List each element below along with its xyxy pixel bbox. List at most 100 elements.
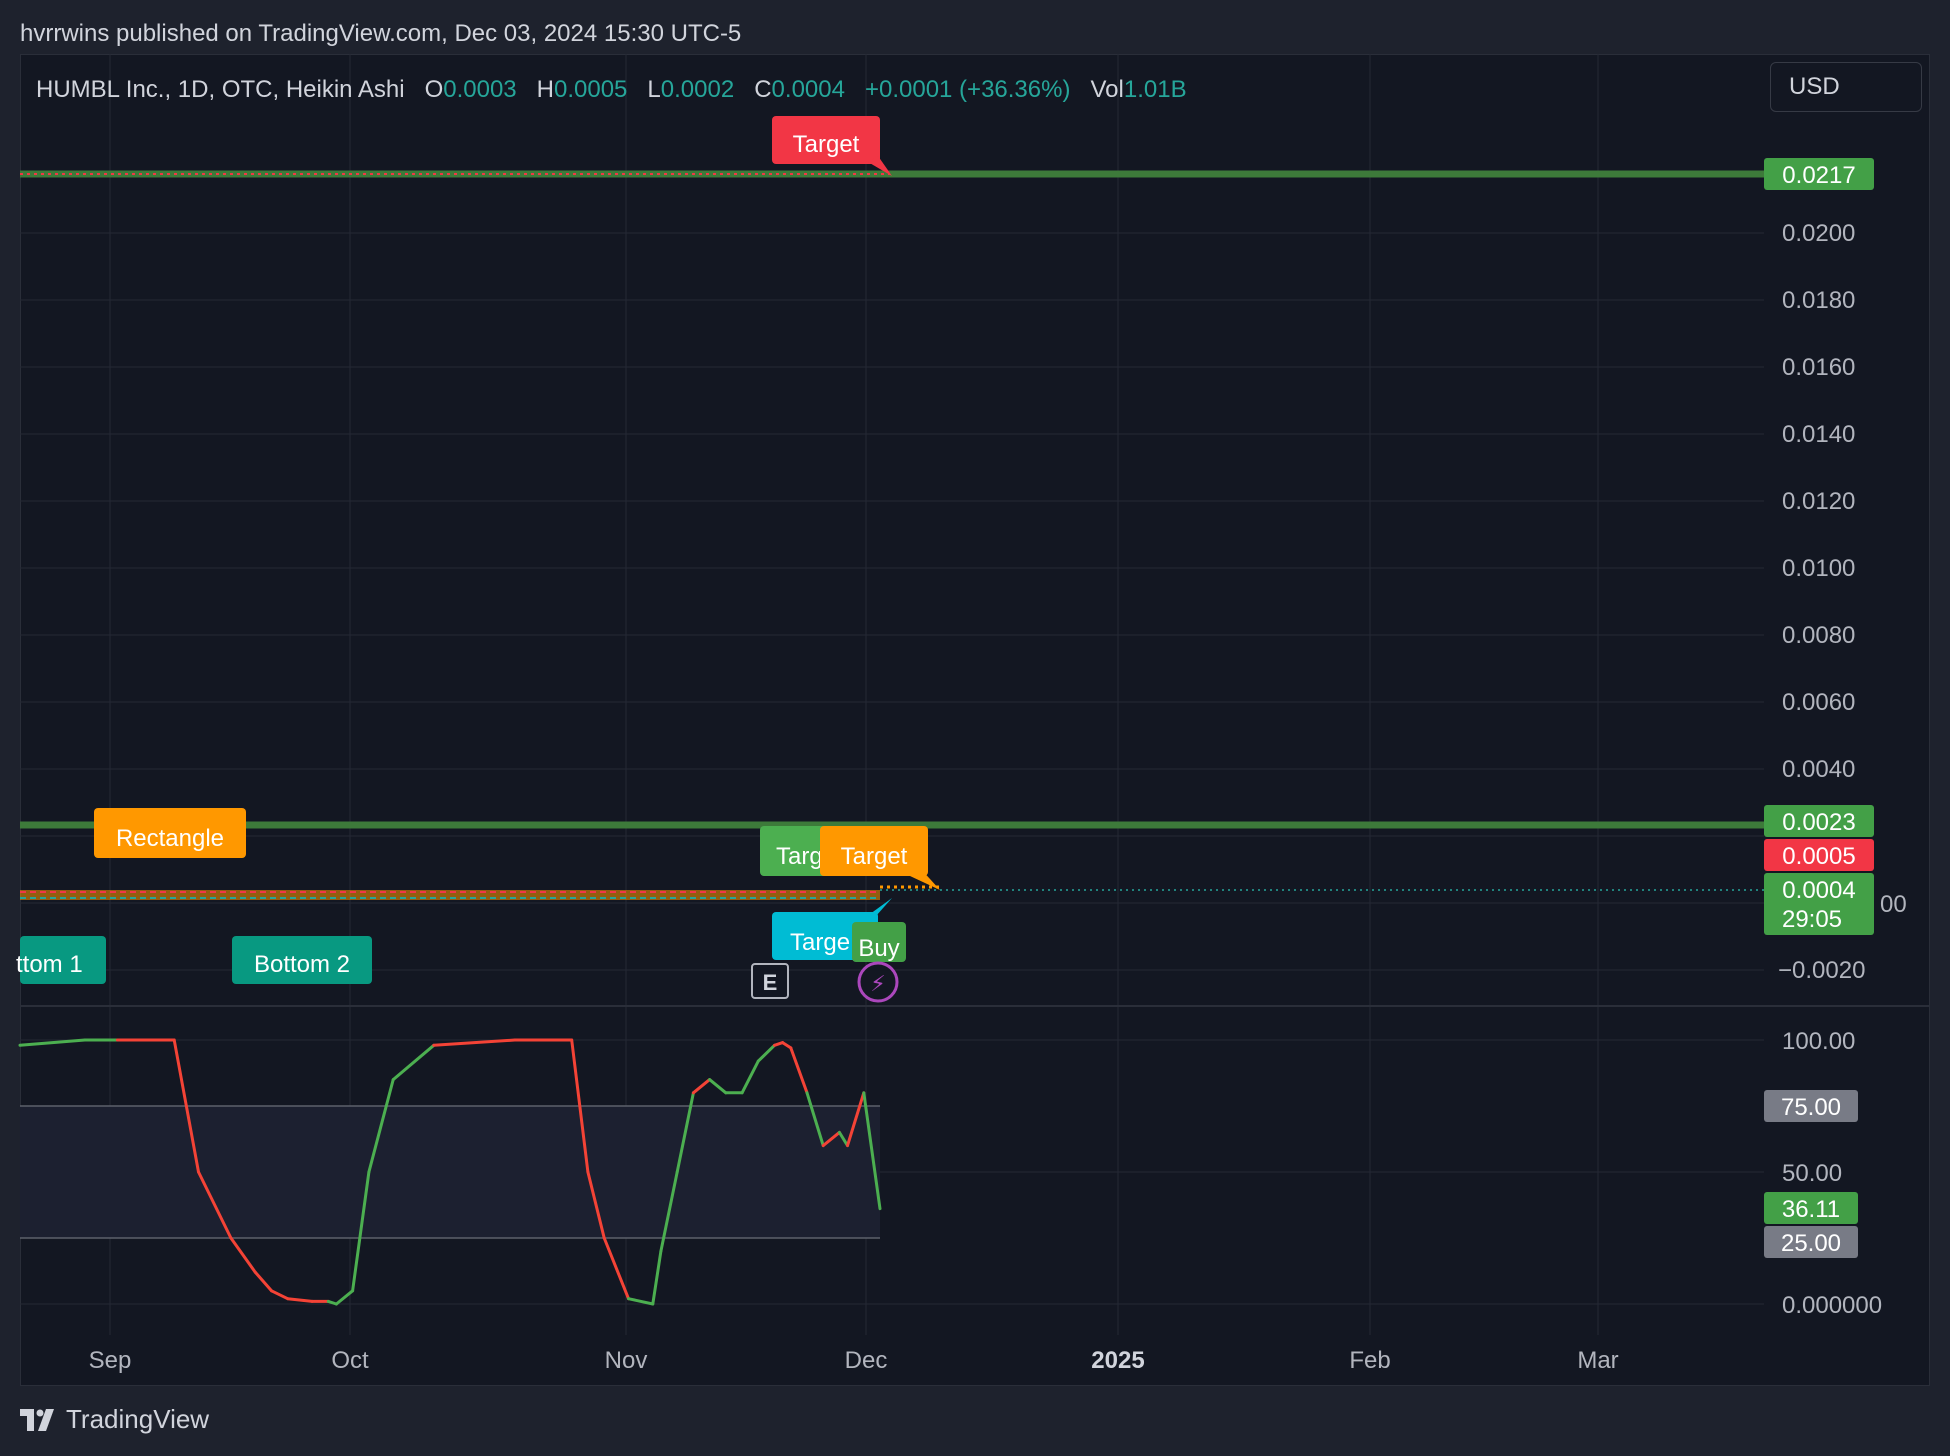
price-badge-0023-text: 0.0023 [1782,809,1855,836]
target-label-cyan-text: Targe [790,929,850,956]
close-label: C [754,76,772,103]
price-tick: 0.0100 [1782,555,1855,582]
time-label: Feb [1349,1347,1390,1374]
oscillator-segment [229,1236,257,1274]
oscillator-segment [197,1170,233,1240]
low-label: L [647,76,661,103]
rectangle-label[interactable]: Rectangle [94,808,246,858]
lightning-event-glyph: ⚡ [870,972,885,997]
oscillator-segment [18,1038,87,1047]
osc-tick: 100.00 [1782,1028,1855,1055]
oscillator-segment [821,1130,841,1148]
price-badge-high-text: 0.0005 [1782,843,1855,870]
price-badge-last: 0.0004 29:05 [1764,873,1874,935]
oscillator-segment [691,1078,712,1095]
target-label-green-text: Targ [776,843,823,870]
price-tick: 0.0160 [1782,354,1855,381]
osc-badge-25: 25.00 [1764,1226,1858,1258]
high-label: H [536,76,554,103]
target-label-green[interactable]: Targ [760,826,830,876]
lightning-event-icon[interactable]: ⚡ [857,961,899,1003]
oscillator-segment [602,1236,630,1301]
oscillator-segment [627,1297,655,1306]
price-badge-last-text: 0.0004 [1782,877,1855,904]
price-tick: 0.0120 [1782,488,1855,515]
price-tick: −0.0020 [1778,957,1865,984]
oscillator-segment [846,1091,866,1148]
price-tick: 0.0140 [1782,421,1855,448]
tradingview-logo-icon [20,1408,54,1431]
symbol-legend[interactable]: HUMBL Inc., 1D, OTC, Heikin Ashi O0.0003… [36,76,1187,104]
osc-badge-25-text: 25.00 [1781,1230,1841,1257]
osc-tick: 50.00 [1782,1160,1842,1187]
oscillator-segment [862,1091,882,1211]
time-label: Dec [845,1347,888,1374]
volume-label: Vol [1090,76,1124,103]
oscillator-segment [172,1038,200,1174]
price-badge-0217: 0.0217 [1764,158,1874,190]
osc-badge-75: 75.00 [1764,1090,1858,1122]
oscillator-segment [367,1078,395,1174]
earnings-marker[interactable]: E [751,963,789,999]
bar-countdown-text: 29:05 [1782,906,1842,933]
oscillator-segment [789,1046,809,1095]
oscillator-segment [391,1043,436,1082]
time-label-year: 2025 [1091,1347,1144,1374]
target-label-red-text: Target [793,131,860,158]
open-value: 0.0003 [443,76,517,103]
target-label-orange[interactable]: Target [820,826,940,890]
bottom-2-label[interactable]: Bottom 2 [232,936,372,984]
horizontal-grid [20,232,1764,1305]
buy-label[interactable]: Buy [852,922,906,962]
target-label-orange-text: Target [841,843,908,870]
currency-button[interactable]: USD [1770,62,1922,112]
osc-badge-current-text: 36.11 [1782,1196,1840,1223]
price-tick: 0.0040 [1782,756,1855,783]
oscillator-segment [781,1041,793,1050]
time-axis[interactable]: Sep Oct Nov Dec 2025 Feb Mar [89,1347,1619,1374]
bottom-1-label[interactable]: ttom 1 [16,936,106,984]
oscillator-band [20,1106,880,1238]
time-label: Mar [1577,1347,1618,1374]
target-label-red[interactable]: Target [772,116,892,176]
oscillator-segment [659,1170,679,1253]
footer-brand[interactable]: TradingView [20,1404,209,1435]
oscillator-segment [837,1130,849,1148]
price-tick-partial: 00 [1880,891,1907,918]
volume-value: 1.01B [1123,76,1187,103]
time-label: Sep [89,1347,132,1374]
price-axis[interactable]: 0.0200 0.0180 0.0160 0.0140 0.0120 0.010… [1778,220,1907,984]
price-tick: 0.0060 [1782,689,1855,716]
oscillator-segment [675,1091,695,1174]
oscillator-segment [570,1038,590,1174]
oscillator-segment [432,1038,517,1047]
publisher-info: hvrrwins published on TradingView.com, D… [20,20,742,47]
change-value: +0.0001 (+36.36%) [864,76,1071,103]
price-tick: 0.0080 [1782,622,1855,649]
symbol-name[interactable]: HUMBL Inc., 1D, OTC, Heikin Ashi [36,76,405,103]
price-badge-high: 0.0005 [1764,839,1874,871]
oscillator-segment [740,1059,760,1095]
osc-tick: 0.000000 [1782,1292,1882,1319]
oscillator-segment [586,1170,606,1240]
buy-label-text: Buy [858,935,899,962]
time-label: Oct [331,1347,369,1374]
bottom-1-label-text: ttom 1 [16,951,83,978]
oscillator-axis[interactable]: 100.00 50.00 0.000000 [1782,1028,1882,1319]
bottom-2-label-text: Bottom 2 [254,951,350,978]
price-tick: 0.0180 [1782,287,1855,314]
rectangle-label-text: Rectangle [116,825,224,852]
time-label: Nov [605,1347,648,1374]
low-value: 0.0002 [660,76,735,103]
oscillator-segment [334,1289,355,1306]
price-tick: 0.0200 [1782,220,1855,247]
earnings-marker-letter: E [763,970,778,995]
oscillator-segment [708,1078,728,1095]
oscillator-segment [351,1170,371,1293]
price-badge-0023: 0.0023 [1764,805,1874,837]
target-label-cyan[interactable]: Targe [772,898,892,960]
rectangle-zone[interactable] [20,890,880,900]
oscillator-segment [805,1091,825,1148]
osc-badge-current: 36.11 [1764,1192,1858,1224]
